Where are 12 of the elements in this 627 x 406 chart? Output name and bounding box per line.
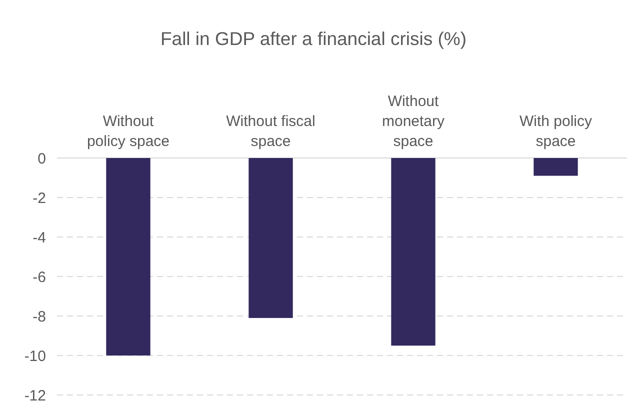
x-tick-label: Without monetary space <box>382 93 446 150</box>
y-tick-label: 0 <box>38 150 46 168</box>
y-tick-label: -12 <box>24 387 46 404</box>
y-tick-label: -6 <box>32 268 46 286</box>
y-tick-label: -4 <box>32 229 46 246</box>
x-tick-label: Without policy space <box>86 113 170 150</box>
y-tick-label: -10 <box>24 348 46 365</box>
x-tick-label: With policy space <box>519 113 592 150</box>
chart-title: Fall in GDP after a financial crisis (%) <box>160 28 467 49</box>
x-tick-label: Without fiscal space <box>226 113 316 150</box>
y-tick-label: -2 <box>32 190 46 207</box>
y-tick-label: -8 <box>32 308 46 326</box>
